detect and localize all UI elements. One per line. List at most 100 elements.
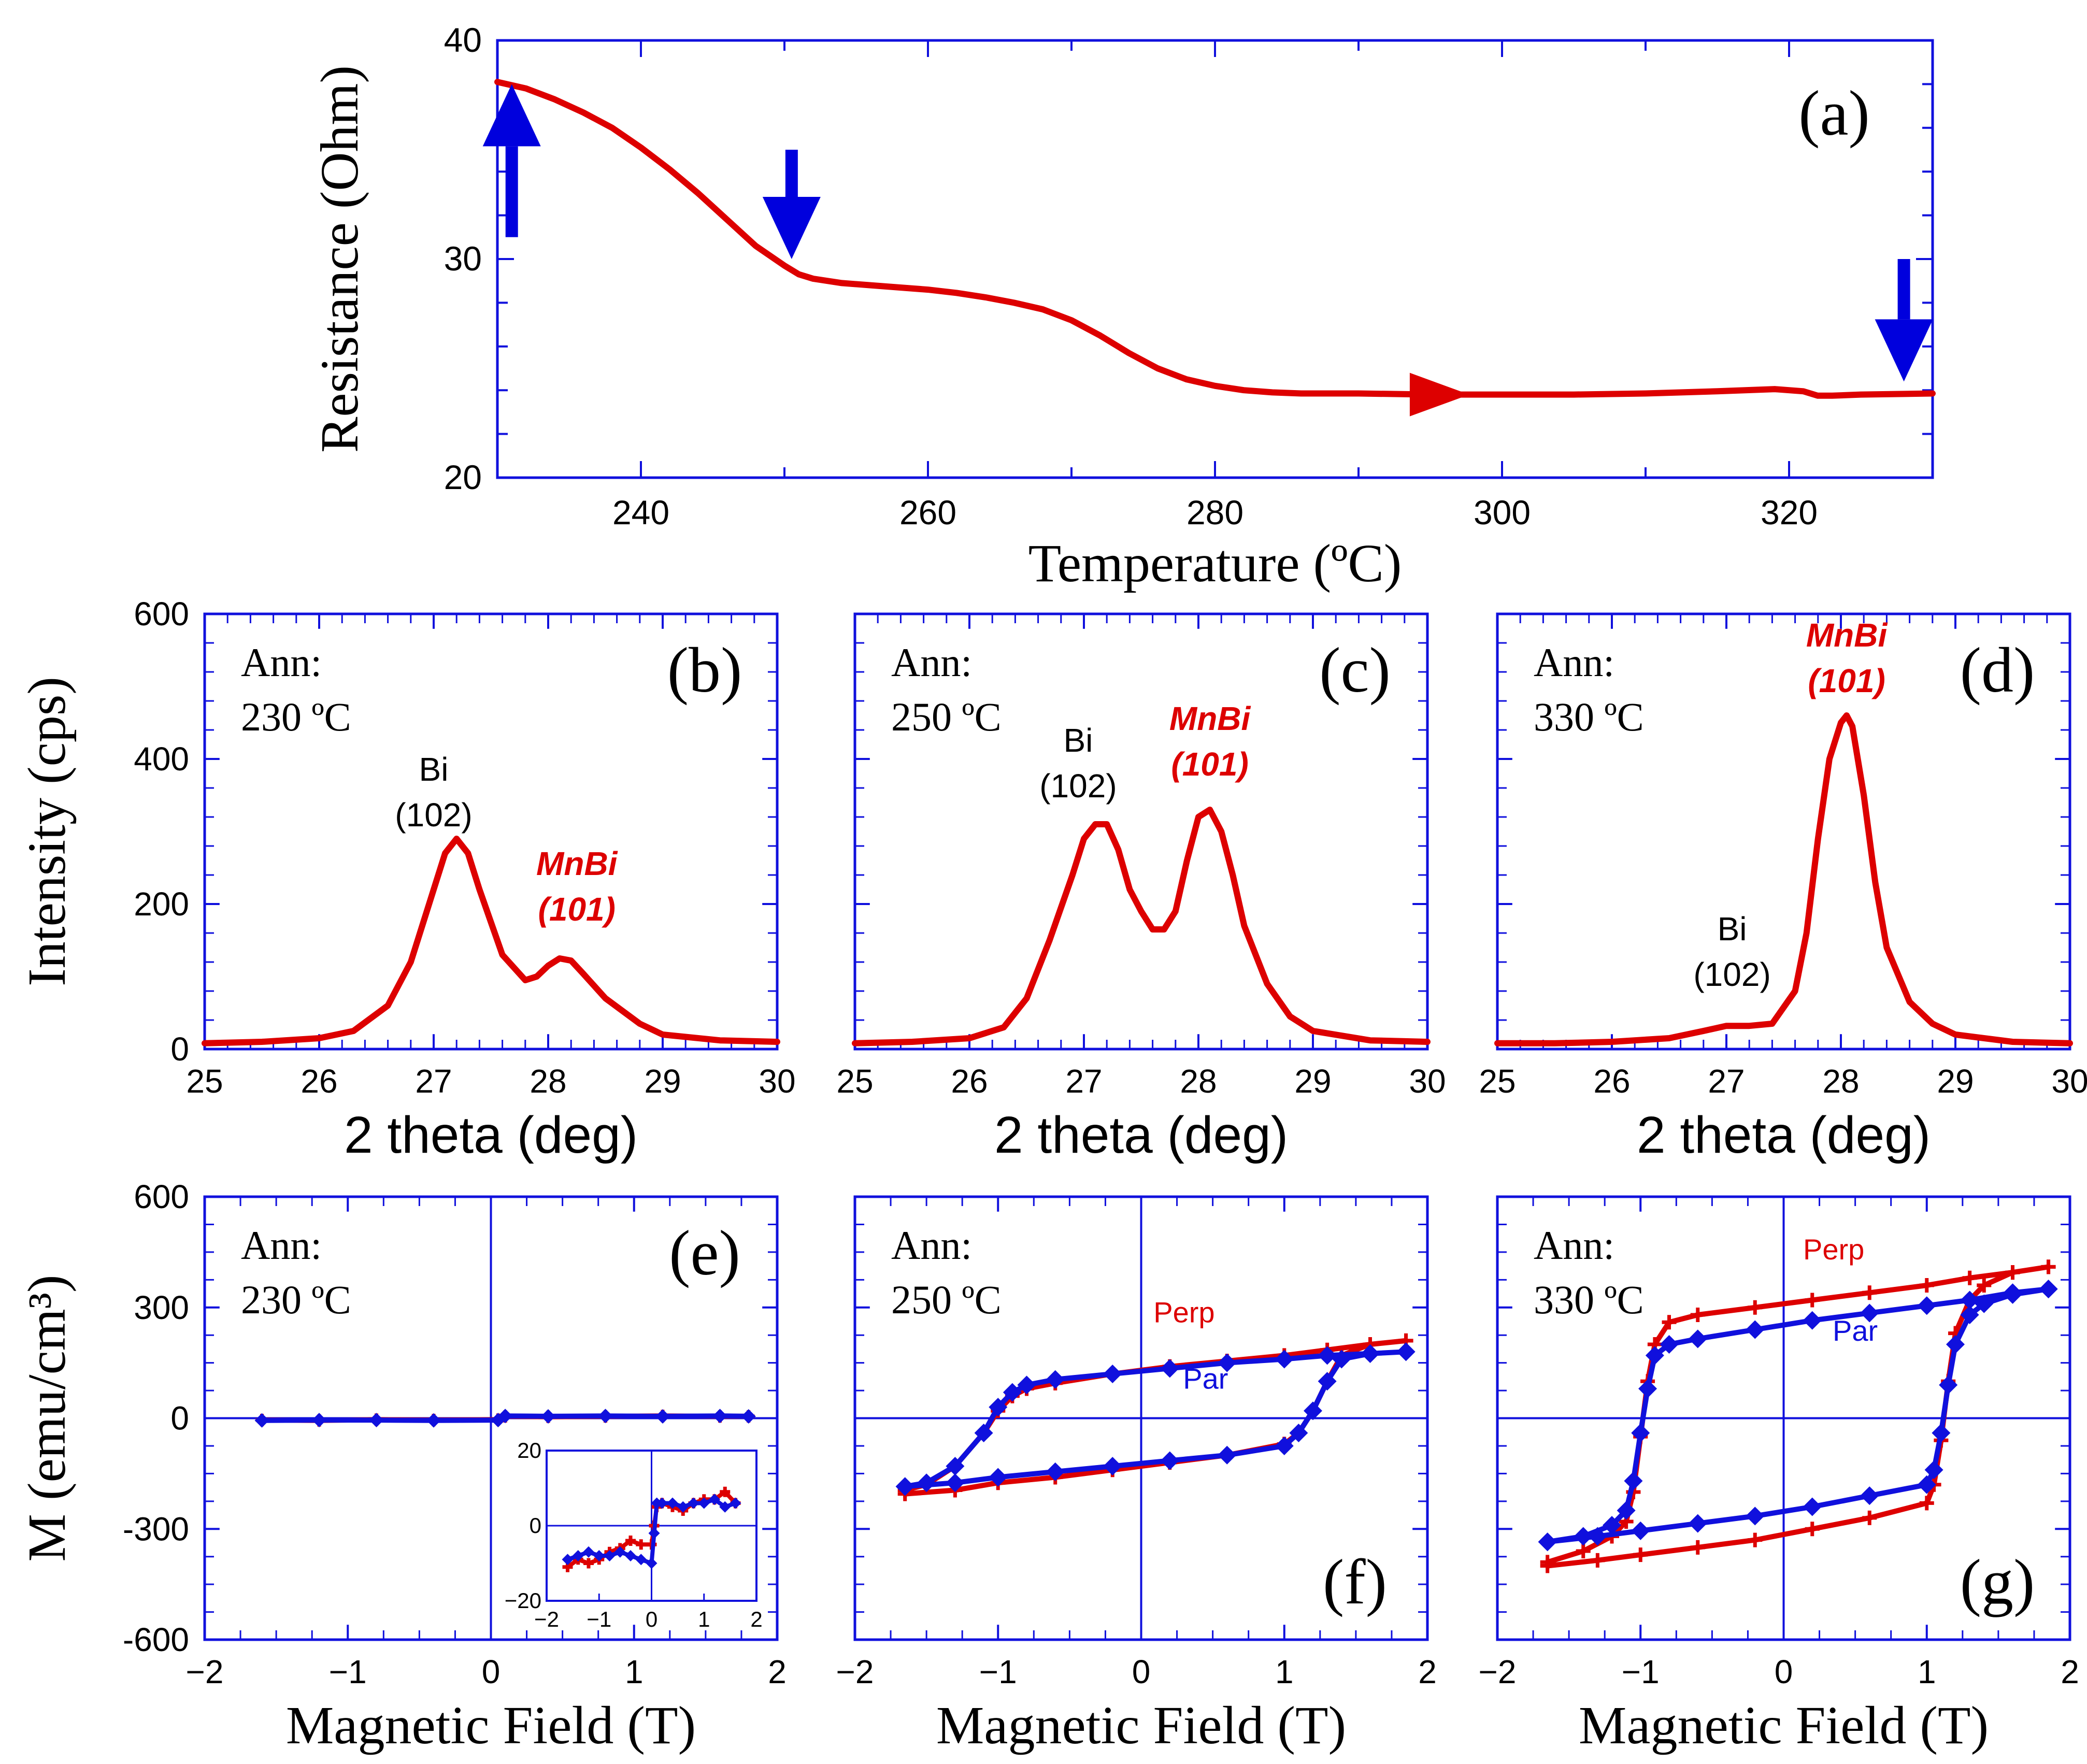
panel-g-par-point (1939, 1375, 1958, 1395)
panel-d-frame (1496, 612, 2071, 1051)
panel-a-xtick-label: 320 (1761, 493, 1818, 532)
panel-e-inset-par-point (656, 1497, 668, 1509)
panel-e-ytick-label: 600 (134, 1178, 189, 1215)
panel-e-xtick-label: −1 (329, 1653, 367, 1690)
panel-a: 240 260 280 300 320 20 30 40 Temperature (ºC) Res… (310, 21, 1936, 593)
panel-b-ann-temp: 230 ºC (241, 694, 351, 739)
panel-a-xlabel: Temperature (ºC) (1028, 534, 1402, 593)
panel-f-par-point (1017, 1375, 1036, 1395)
panel-f-par-point (974, 1424, 993, 1442)
panel-e-inset-xtick-label: 0 (646, 1607, 657, 1631)
panel-c-xrd-line (852, 807, 1431, 1046)
panel-g-perp-point (1748, 1532, 1763, 1547)
panel-a-arrow-head (762, 197, 821, 259)
panel-e-inset-xtick-label: −2 (534, 1607, 559, 1631)
panel-e-par-point (254, 1413, 269, 1428)
panel-g-par-point (1588, 1527, 1607, 1546)
panel-d-xtick-label: 26 (1593, 1063, 1630, 1100)
panel-e-ytick-label: -600 (123, 1621, 189, 1658)
panel-b-xtick-label: 27 (415, 1063, 452, 1100)
panel-a-ytick-label: 30 (444, 239, 482, 278)
panel-e-xtick-label: 1 (625, 1653, 644, 1690)
panel-g-par-loop (1545, 1286, 2051, 1545)
panel-d-xtick-label: 27 (1708, 1063, 1745, 1100)
panel-e-ytick-label: -300 (123, 1510, 189, 1547)
panel-e-inset-ytick-label: 0 (530, 1513, 541, 1538)
panel-f-par-point (1304, 1401, 1322, 1421)
panel-g-perp-point (1919, 1278, 1934, 1293)
panel-b-peak-index: (101) (538, 891, 616, 928)
panel-a-xtick-label: 280 (1187, 493, 1243, 532)
panel-b-xrd-line (202, 836, 780, 1046)
panel-e-inset-par-point (572, 1550, 584, 1561)
panel-g-xtick-label: 1 (1918, 1653, 1936, 1690)
panel-e-par-point (426, 1413, 441, 1428)
panel-g-par-point (1645, 1346, 1664, 1365)
panel-e-inset-par-point (648, 1527, 660, 1539)
panel-b-xlabel: 2 theta (deg) (344, 1106, 638, 1164)
panel-g-par-point (1975, 1294, 1994, 1313)
panel-g-par-point (1946, 1335, 1965, 1354)
panel-d-xtick-label: 30 (2051, 1063, 2087, 1100)
panel-g-par-point (1860, 1303, 1879, 1323)
panel-g-par-point (1538, 1532, 1557, 1552)
panel-d-peak-index: (101) (1808, 662, 1885, 699)
panel-e-inset-par-point (719, 1501, 731, 1513)
panel-g-par-point (1638, 1379, 1657, 1398)
panel-g-series-label: Perp (1803, 1233, 1864, 1266)
panel-c-label: (c) (1319, 635, 1391, 706)
panel-d-xrd-line (1494, 712, 2073, 1046)
panel-a-frame (496, 39, 1934, 479)
panel-e-inset-perp-point (636, 1539, 647, 1550)
panel-g-par-point (1803, 1497, 1822, 1516)
panel-g-perp-point (1962, 1270, 1977, 1285)
panel-a-ytick-label: 40 (444, 21, 482, 59)
panel-e-inset-perp-point (720, 1486, 731, 1497)
panel-c-frame (853, 612, 1429, 1051)
panel-e-inset-xtick-label: 1 (698, 1607, 710, 1631)
panel-g-perp-point (2041, 1259, 2056, 1274)
panel-f-xtick-label: 1 (1275, 1653, 1294, 1690)
panel-g-par-point (2003, 1285, 2022, 1304)
panel-g-ann-label: Ann: (1534, 1223, 1614, 1268)
panel-g-perp-point (1805, 1522, 1820, 1537)
panel-f-par-point (1218, 1353, 1237, 1372)
panel-b-peak-index: (102) (395, 796, 472, 834)
panel-g-par-point (1617, 1501, 1636, 1520)
panel-a-resistance-line (494, 79, 1936, 399)
panel-g-perp-point (1690, 1540, 1705, 1555)
panel-a-xtick-label: 260 (899, 493, 956, 532)
panel-a-xtick-label: 240 (612, 493, 669, 532)
panel-f-par-point (1046, 1370, 1065, 1389)
panel-c-xtick-label: 26 (951, 1063, 988, 1100)
panel-f: −2 −1 0 1 2 Magnetic Field (T) (f) Ann: 250 ºC Pe… (836, 1195, 1437, 1755)
panel-e-inset-par-point (625, 1550, 636, 1561)
panel-f-ann-temp: 250 ºC (891, 1277, 1002, 1322)
panel-b-xtick-label: 26 (301, 1063, 337, 1100)
panel-b-ylabel: Intensity (cps) (17, 677, 77, 986)
panel-b-ytick-label: 600 (134, 595, 189, 633)
panel-b-ann-label: Ann: (241, 640, 322, 685)
panel-e-par-point (312, 1413, 326, 1428)
panel-e-xtick-label: 2 (768, 1653, 787, 1690)
panel-g-par-point (1660, 1335, 1679, 1354)
panel-g-par-point (1932, 1424, 1951, 1442)
panel-g-perp-point (1590, 1553, 1605, 1568)
panel-a-arrow-head (482, 84, 541, 147)
panel-d-ann-temp: 330 ºC (1534, 694, 1644, 739)
panel-f-par-point (1103, 1365, 1122, 1383)
panel-b-xtick-label: 25 (186, 1063, 223, 1100)
panel-f-par-point (917, 1473, 936, 1493)
panel-c-xtick-label: 29 (1294, 1063, 1331, 1100)
panel-g-xlabel: Magnetic Field (T) (1579, 1696, 1989, 1755)
panel-f-par-point (1318, 1346, 1337, 1365)
panel-g-par-point (1917, 1475, 1936, 1494)
panel-a-label: (a) (1798, 78, 1870, 149)
panel-c: 25 26 27 28 29 30 2 theta (deg) (c) Ann: 250 ºC Bi… (836, 612, 1446, 1164)
panel-e-ytick-label: 0 (170, 1400, 189, 1437)
panel-f-par-point (1103, 1457, 1122, 1476)
panel-g-par-point (1603, 1516, 1621, 1535)
panel-b-label: (b) (667, 635, 742, 706)
panel-a-xtick-label: 300 (1474, 493, 1531, 532)
